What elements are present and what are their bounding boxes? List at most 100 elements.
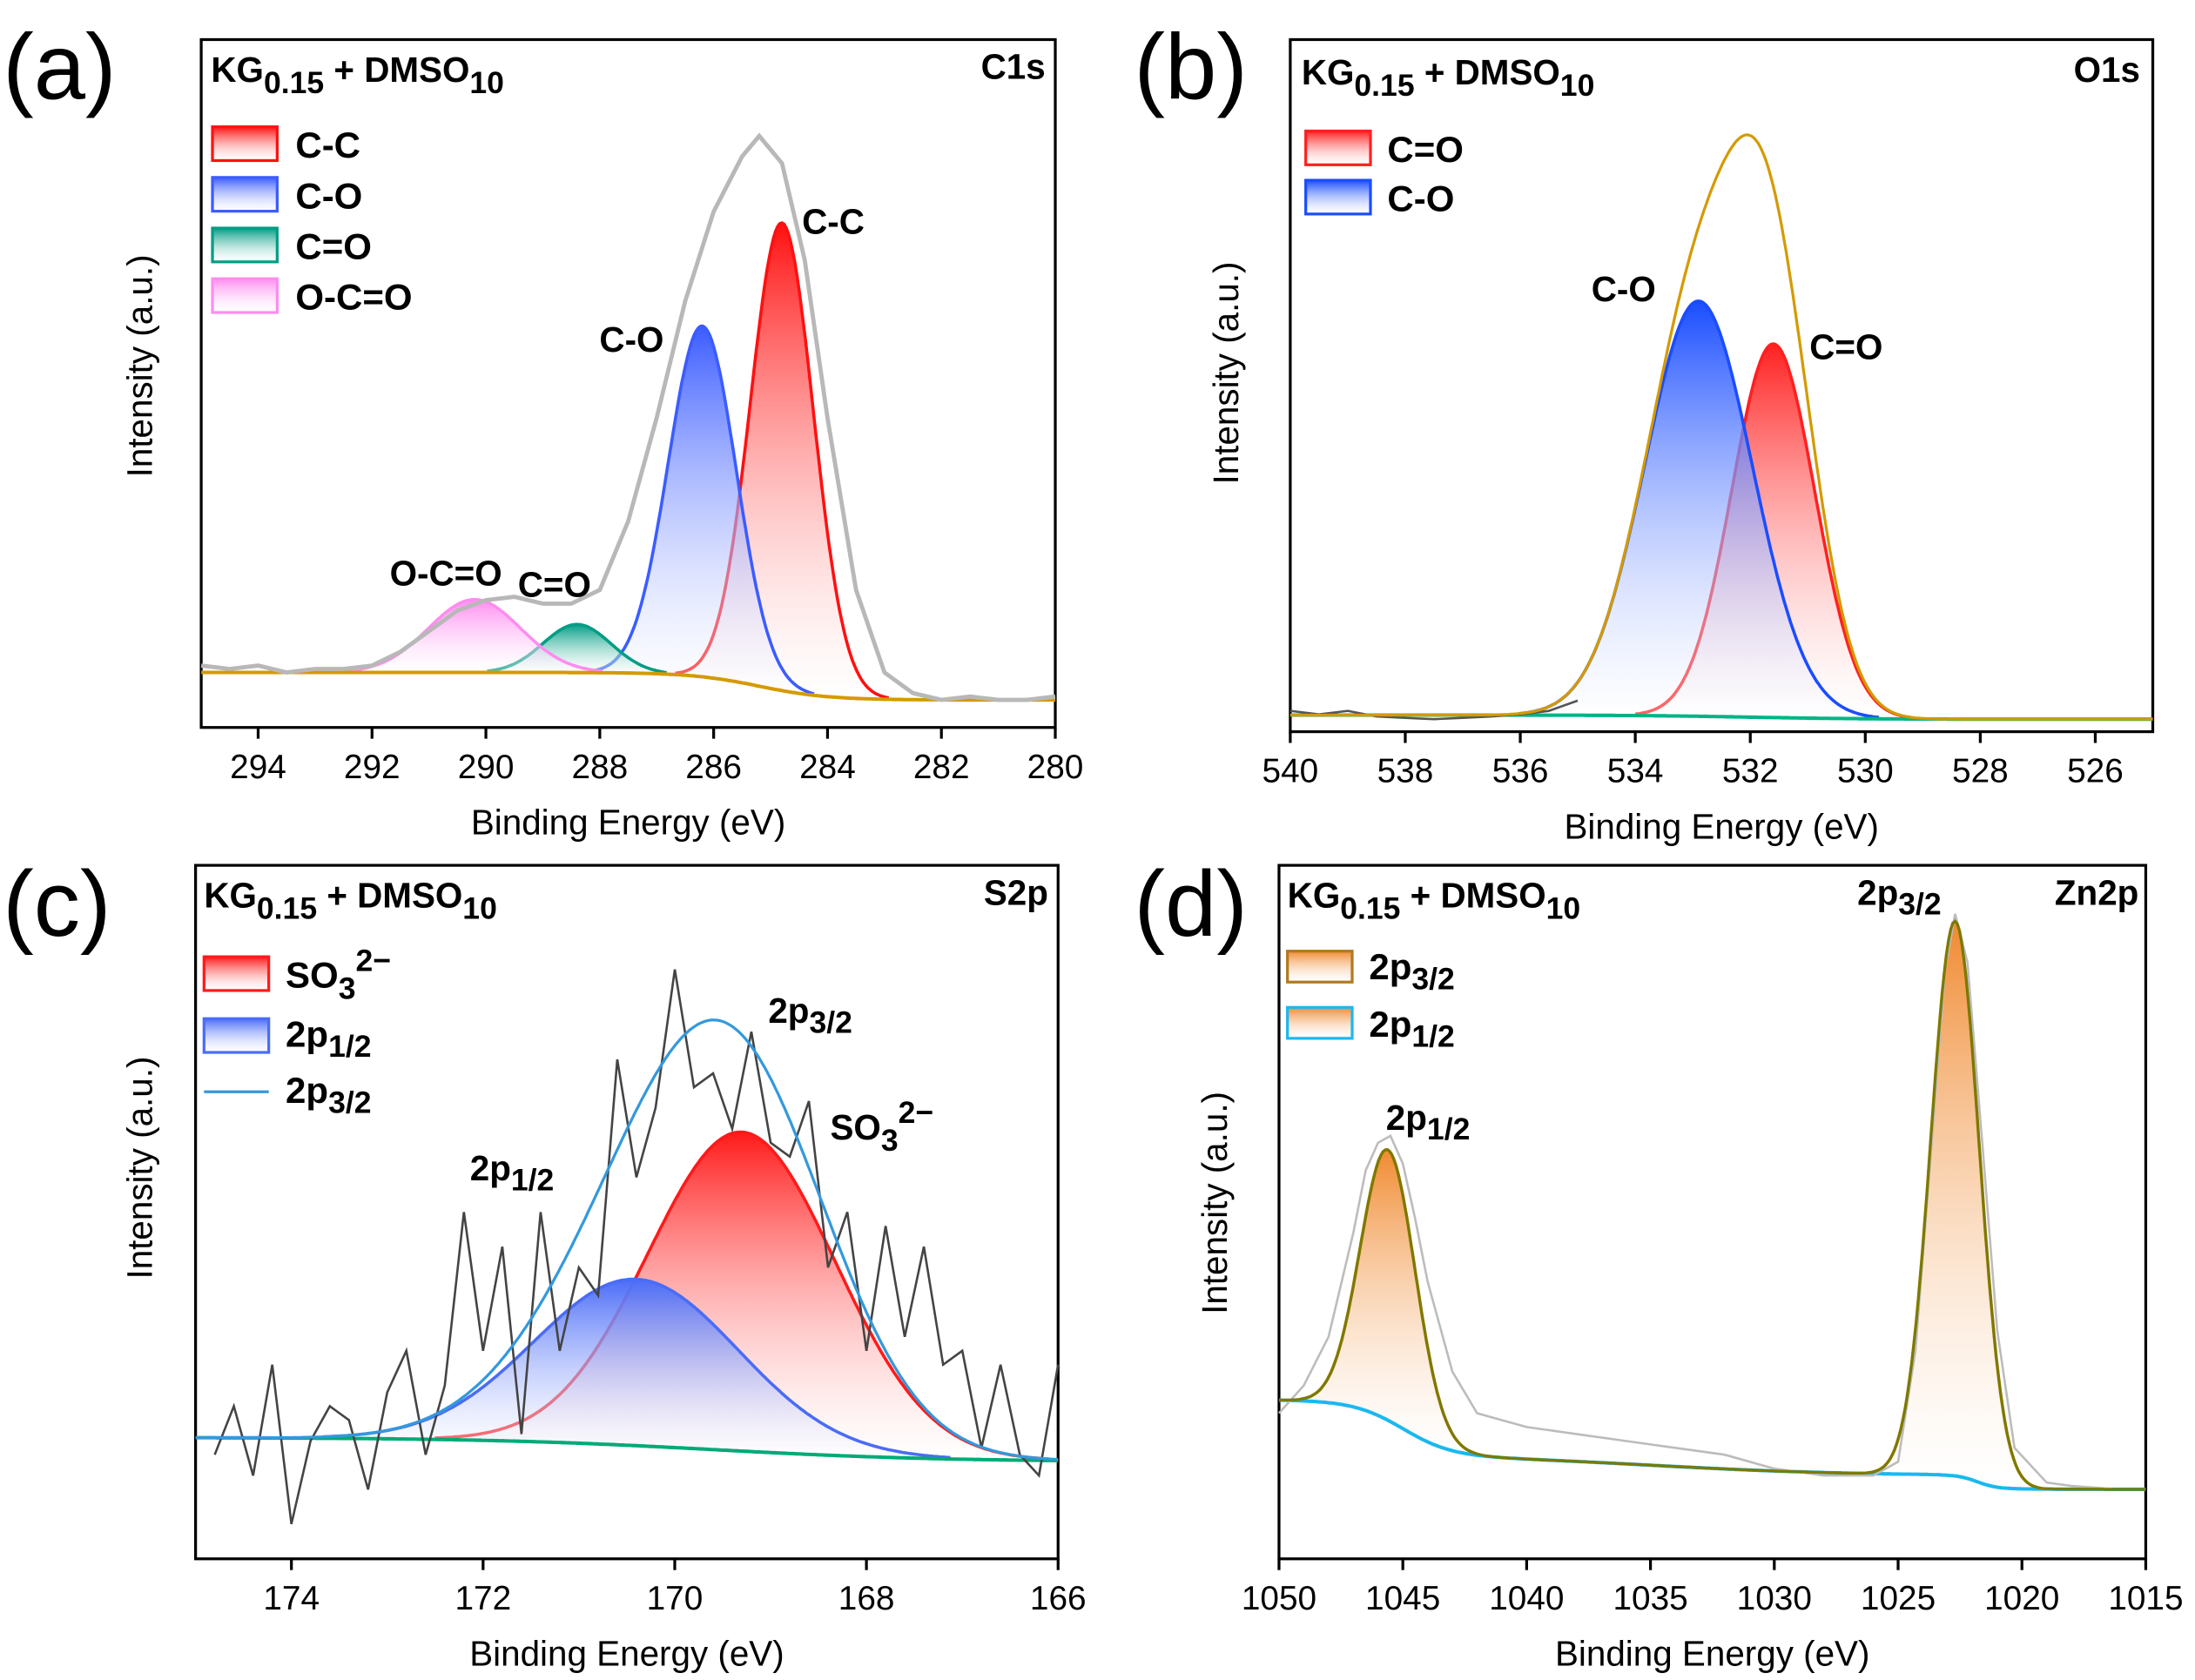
- core-level-c: S2p: [984, 872, 1048, 912]
- x-tick-label: 166: [1030, 1580, 1087, 1617]
- legend-label-c-eq-o: C=O: [1387, 129, 1464, 170]
- raw-data-line: [213, 969, 1060, 1525]
- x-tick-label: 290: [458, 749, 515, 786]
- baseline-line: [201, 670, 1056, 702]
- legend-swatch-o-c-eq-o: [211, 277, 279, 314]
- annotation-o-c-eq-o: O-C=O: [390, 553, 502, 593]
- x-tick-label: 1030: [1737, 1580, 1812, 1617]
- legend-b: C=O C-O: [1304, 129, 1464, 219]
- panel-label-a: (a): [3, 14, 116, 118]
- baseline-line: [195, 1435, 1059, 1463]
- legend-label-c-o: C-O: [295, 175, 362, 216]
- panel-b-o1s: 540 538 536 534 532 530 528 526 Binding Energy (…: [1206, 37, 2155, 846]
- legend-label-o-c-eq-o: O-C=O: [295, 277, 412, 318]
- annotation-c-eq-o: C=O: [1809, 326, 1882, 366]
- x-tick-label: 538: [1377, 753, 1434, 790]
- x-tick-label: 1020: [1984, 1580, 2059, 1617]
- legend-label-so3: SO32−: [286, 943, 391, 1005]
- plot-frame: [199, 37, 1057, 729]
- x-tick-label: 1045: [1365, 1580, 1440, 1617]
- x-tick-label: 286: [685, 749, 742, 786]
- x-tick-label: 284: [799, 749, 856, 786]
- sample-title-c: KG0.15 + DMSO10: [204, 876, 497, 926]
- annotation-c-eq-o: C=O: [518, 564, 591, 604]
- legend-swatch-c-eq-o: [211, 226, 279, 264]
- panel-a-c1s: 294 292 290 288 286 284 282 280 Binding Energy (…: [120, 37, 1084, 843]
- legend-swatch-2p12: [1286, 1005, 1354, 1040]
- annotation-2p32: 2p3/2: [1857, 872, 1942, 921]
- annotation-so3: SO32−: [830, 1095, 933, 1158]
- x-tick-label: 532: [1722, 753, 1779, 790]
- y-axis-title: Intensity (a.u.): [120, 254, 160, 477]
- component-fill-1: [322, 1279, 951, 1460]
- component-fill-1: [589, 326, 814, 696]
- annotation-2p32: 2p3/2: [768, 991, 852, 1039]
- envelope-fit-line: [195, 1018, 1059, 1462]
- x-tick-label: 540: [1262, 753, 1319, 790]
- component-fill-0: [1872, 921, 2038, 1489]
- legend-d: 2p3/2 2p1/2: [1286, 946, 1455, 1054]
- envelope-fit-line: [1289, 133, 2153, 721]
- x-tick-label: 174: [263, 1580, 320, 1617]
- y-axis-title: Intensity (a.u.): [120, 1057, 160, 1280]
- component-fill-1: [1300, 1149, 1477, 1455]
- annotation-2p12: 2p1/2: [470, 1148, 555, 1197]
- legend-swatch-c-eq-o: [1304, 129, 1372, 166]
- x-tick-label: 170: [647, 1580, 704, 1617]
- plot-frame: [1289, 37, 2155, 734]
- legend-label-c-c: C-C: [295, 124, 360, 165]
- x-tick-label: 528: [1952, 753, 2009, 790]
- x-axis-title: Binding Energy (eV): [471, 803, 785, 843]
- annotation-2p12: 2p1/2: [1386, 1098, 1471, 1146]
- annotation-c-o: C-O: [599, 319, 663, 360]
- x-tick-label: 1025: [1861, 1580, 1936, 1617]
- raw-data-line: [200, 132, 1056, 702]
- plot-frame: [1277, 864, 2148, 1561]
- x-axis-title: Binding Energy (eV): [1555, 1634, 1869, 1674]
- x-tick-label: 1040: [1489, 1580, 1564, 1617]
- plot-frame: [194, 864, 1060, 1561]
- legend-label-c-eq-o: C=O: [295, 226, 372, 267]
- x-tick-label: 168: [838, 1580, 895, 1617]
- panel-c-s2p: 174 172 170 168 166 Binding Energy (eV) Intens…: [120, 864, 1087, 1674]
- core-level-d: Zn2p: [2055, 872, 2138, 912]
- x-tick-label: 282: [913, 749, 970, 786]
- x-axis-title: Binding Energy (eV): [1564, 806, 1878, 846]
- panel-d-zn2p: 1050 1045 1040 1035 1030 1025 1020 1015 Binding …: [1195, 864, 2184, 1674]
- legend-label-2p12: 2p1/2: [286, 1014, 371, 1064]
- legend-label-c-o: C-O: [1387, 178, 1454, 219]
- annotation-c-c: C-C: [802, 201, 865, 241]
- legend-swatch-c-o: [1304, 178, 1372, 216]
- core-level-b: O1s: [2074, 50, 2140, 90]
- x-tick-label: 534: [1607, 753, 1664, 790]
- legend-label-2p12: 2p1/2: [1369, 1004, 1454, 1053]
- y-axis-title: Intensity (a.u.): [1206, 262, 1246, 485]
- legend-swatch-c-c: [211, 125, 279, 163]
- x-tick-label: 530: [1837, 753, 1894, 790]
- panel-label-b: (b): [1135, 14, 1248, 118]
- x-tick-label: 280: [1027, 749, 1084, 786]
- legend-swatch-c-o: [211, 176, 279, 213]
- x-tick-label: 294: [230, 749, 286, 786]
- x-tick-label: 292: [344, 749, 401, 786]
- x-tick-label: 1015: [2108, 1580, 2183, 1617]
- sample-title-b: KG0.15 + DMSO10: [1302, 52, 1595, 103]
- panel-label-d: (d): [1135, 851, 1248, 956]
- legend-label-2p32: 2p3/2: [1369, 946, 1454, 996]
- legend-swatch-2p32: [1286, 950, 1354, 984]
- legend-label-2p32: 2p3/2: [286, 1070, 371, 1119]
- annotation-c-o: C-O: [1592, 269, 1656, 309]
- legend-swatch-2p12: [202, 1017, 271, 1054]
- x-tick-label: 172: [454, 1580, 511, 1617]
- legend-swatch-so3: [202, 955, 271, 992]
- component-line-1: [589, 324, 815, 696]
- x-tick-label: 1050: [1242, 1580, 1316, 1617]
- panel-label-c: (c): [3, 851, 111, 956]
- x-tick-label: 526: [2067, 753, 2124, 790]
- legend-c: SO32− 2p1/2 2p3/2: [202, 943, 391, 1120]
- core-level-a: C1s: [981, 47, 1046, 87]
- x-axis-title: Binding Energy (eV): [469, 1634, 784, 1674]
- raw-data-line: [1278, 913, 2146, 1491]
- component-fill-3: [346, 599, 603, 673]
